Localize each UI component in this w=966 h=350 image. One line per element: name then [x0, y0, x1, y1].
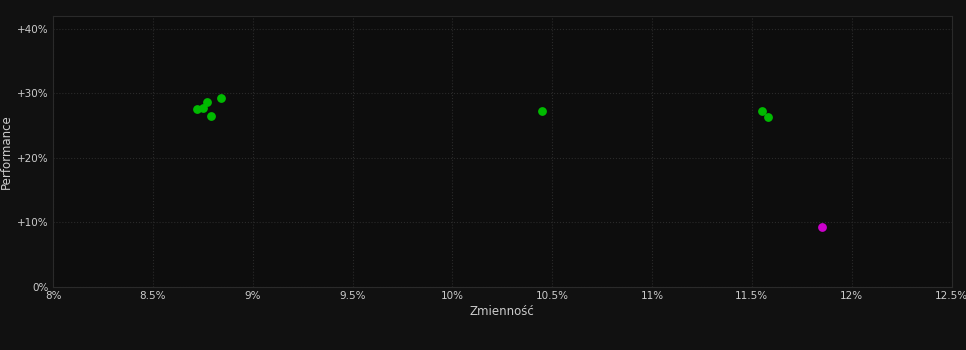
Point: [760, 114, 776, 120]
X-axis label: Zmienność: Zmienność: [469, 305, 535, 318]
Point: [195, 105, 211, 111]
Y-axis label: Performance: Performance: [0, 114, 14, 189]
Point: [213, 95, 229, 100]
Point: [203, 113, 218, 119]
Point: [814, 224, 830, 230]
Point: [189, 107, 205, 112]
Point: [534, 108, 550, 114]
Point: [199, 99, 214, 104]
Point: [754, 108, 770, 114]
